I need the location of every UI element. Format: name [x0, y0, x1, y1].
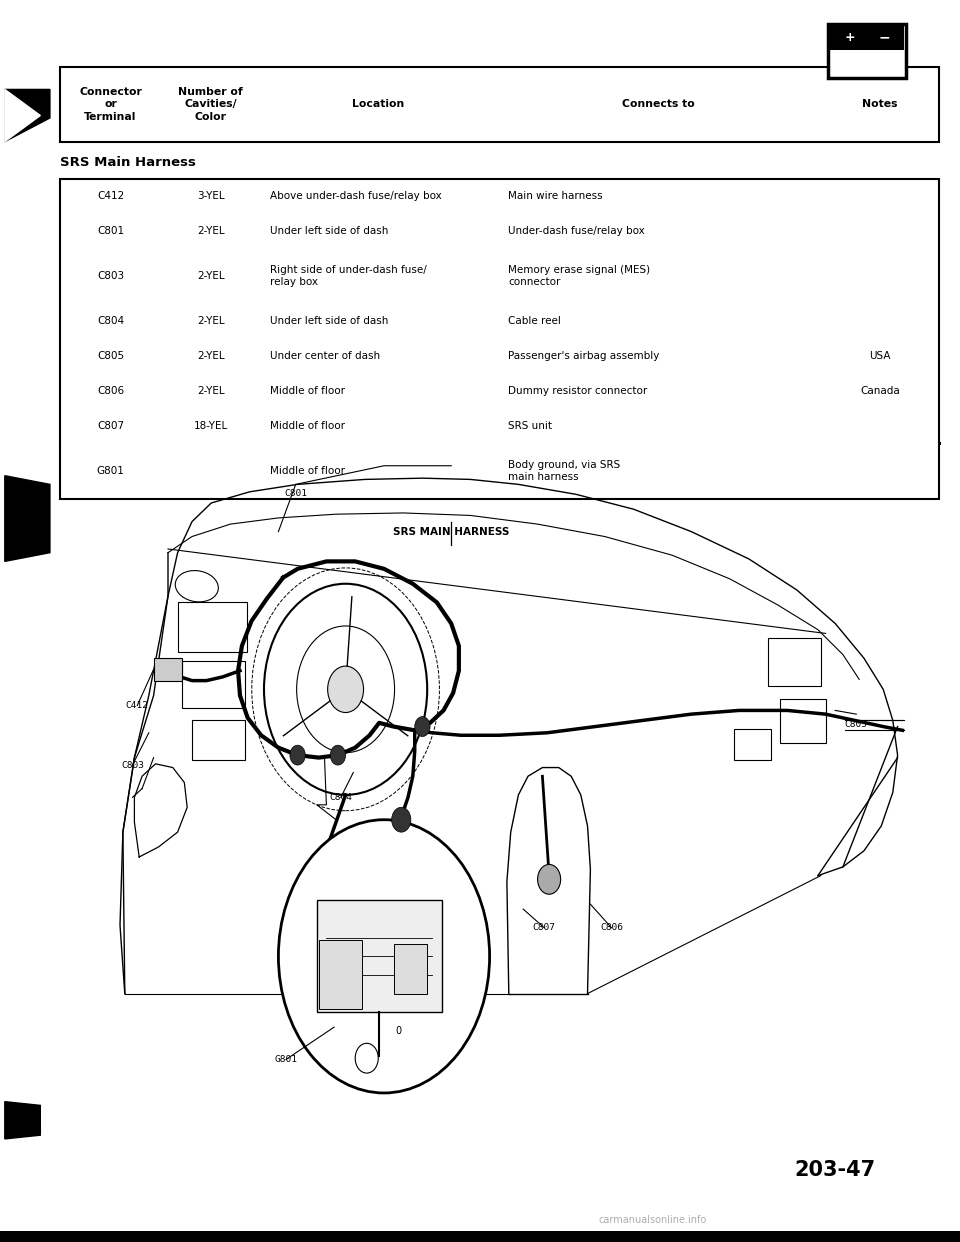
Bar [394, 944, 427, 994]
Bar [192, 720, 245, 760]
Bar [0, 1231, 960, 1242]
Text: 203-47: 203-47 [795, 1160, 876, 1180]
Text: 18-YEL: 18-YEL [194, 421, 228, 431]
Text: Middle of floor: Middle of floor [270, 421, 346, 431]
Text: USA: USA [869, 351, 891, 361]
Circle shape [392, 807, 411, 832]
Text: Under center of dash: Under center of dash [270, 351, 380, 361]
Text: Cable reel: Cable reel [509, 317, 562, 327]
Text: 2-YEL: 2-YEL [197, 386, 225, 396]
Text: Body ground, via SRS
main harness: Body ground, via SRS main harness [509, 460, 620, 482]
Text: Passenger's airbag assembly: Passenger's airbag assembly [509, 351, 660, 361]
Text: −: − [878, 30, 890, 45]
Circle shape [415, 717, 430, 737]
Text: Middle of floor: Middle of floor [270, 386, 346, 396]
Text: carmanualsonline.info: carmanualsonline.info [599, 1215, 707, 1225]
Text: Under-dash fuse/relay box: Under-dash fuse/relay box [509, 226, 645, 236]
Bar [734, 729, 771, 760]
Bar [154, 658, 182, 681]
Text: C801: C801 [97, 226, 124, 236]
Text: SRS Main Harness: SRS Main Harness [60, 156, 197, 169]
Polygon shape [5, 1102, 40, 1139]
Text: Under left side of dash: Under left side of dash [270, 317, 389, 327]
Text: Under left side of dash: Under left side of dash [270, 226, 389, 236]
Text: Connects to: Connects to [622, 99, 695, 109]
Text: C805: C805 [845, 719, 868, 729]
Text: Middle of floor: Middle of floor [270, 466, 346, 476]
Bar [780, 699, 826, 743]
Polygon shape [5, 89, 50, 142]
Polygon shape [5, 89, 40, 142]
Text: Location: Location [352, 99, 404, 109]
Text: G801: G801 [97, 466, 125, 476]
Bar [60, 179, 939, 499]
Bar [60, 67, 939, 142]
Circle shape [538, 864, 561, 894]
Text: C412: C412 [97, 191, 124, 201]
Text: C803: C803 [97, 271, 124, 281]
Text: C807: C807 [533, 923, 556, 933]
Text: 3-YEL: 3-YEL [197, 191, 225, 201]
Text: SRS MAIN HARNESS: SRS MAIN HARNESS [393, 528, 510, 538]
Text: Above under-dash fuse/relay box: Above under-dash fuse/relay box [270, 191, 442, 201]
Text: Connector
or
Terminal: Connector or Terminal [79, 87, 142, 122]
Circle shape [290, 745, 305, 765]
Text: C801: C801 [284, 488, 307, 498]
Text: 2-YEL: 2-YEL [197, 317, 225, 327]
Text: Number of
Cavities/
Color: Number of Cavities/ Color [179, 87, 243, 122]
Text: G801: G801 [275, 1054, 298, 1064]
Text: C805: C805 [97, 351, 124, 361]
Text: +: + [844, 31, 854, 43]
Bar [319, 940, 362, 1009]
Text: C804: C804 [97, 317, 124, 327]
Circle shape [327, 666, 364, 713]
Text: 2-YEL: 2-YEL [197, 226, 225, 236]
Polygon shape [5, 476, 50, 561]
Bar [317, 900, 442, 1012]
Text: C412: C412 [126, 700, 149, 710]
Circle shape [330, 745, 346, 765]
Text: 2-YEL: 2-YEL [197, 271, 225, 281]
Text: Notes: Notes [862, 99, 898, 109]
Text: C806: C806 [97, 386, 124, 396]
Text: C803: C803 [121, 760, 144, 770]
Text: Right side of under-dash fuse/
relay box: Right side of under-dash fuse/ relay box [270, 266, 427, 287]
Circle shape [278, 820, 490, 1093]
Text: C807: C807 [97, 421, 124, 431]
Text: Dummy resistor connector: Dummy resistor connector [509, 386, 648, 396]
Text: C806: C806 [600, 923, 623, 933]
Bar [768, 638, 821, 686]
Bar [828, 24, 906, 78]
Text: C804: C804 [329, 792, 352, 802]
Bar [182, 661, 245, 708]
Text: 2-YEL: 2-YEL [197, 351, 225, 361]
Bar [178, 602, 247, 652]
Bar [829, 26, 904, 50]
Text: Main wire harness: Main wire harness [509, 191, 603, 201]
Text: 0: 0 [396, 1026, 401, 1036]
Text: Memory erase signal (MES)
connector: Memory erase signal (MES) connector [509, 266, 651, 287]
Text: Canada: Canada [860, 386, 900, 396]
Text: SRS unit: SRS unit [509, 421, 552, 431]
